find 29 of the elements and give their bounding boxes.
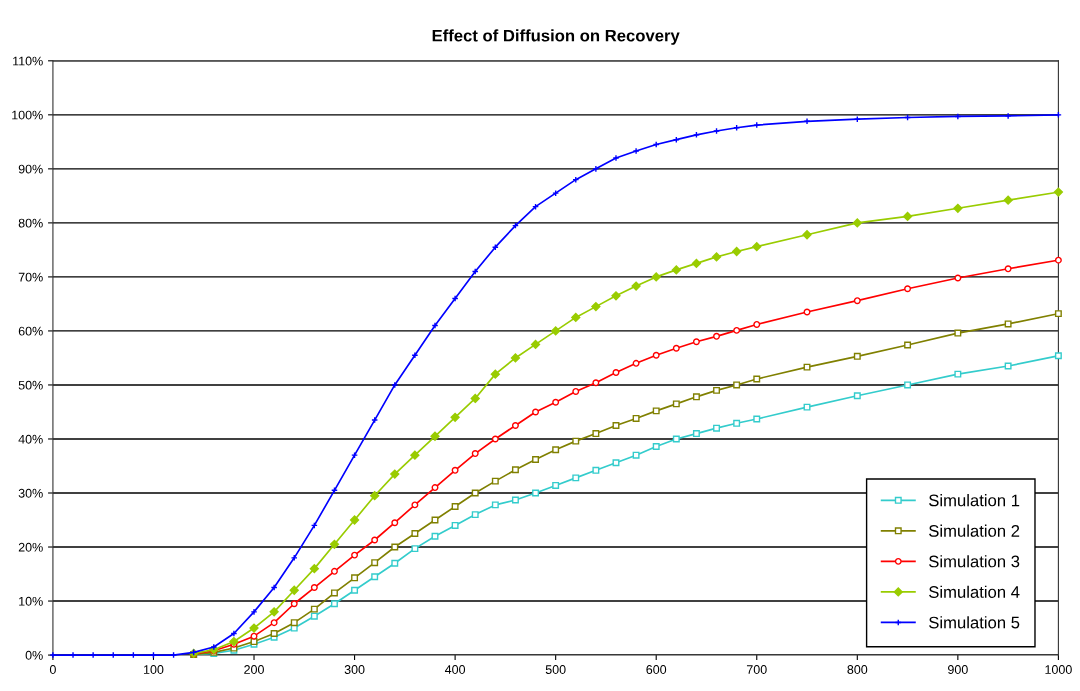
y-tick-label: 10% <box>19 596 43 606</box>
y-tick-label: 40% <box>18 434 43 444</box>
legend-label: Simulation 5 <box>929 616 1020 629</box>
y-tick-label: 0% <box>25 650 43 660</box>
x-tick-label: 100 <box>143 665 164 674</box>
legend-label: Simulation 3 <box>929 555 1020 568</box>
x-tick-label: 500 <box>545 665 566 674</box>
x-tick-label: 600 <box>646 665 667 674</box>
legend-label: Simulation 1 <box>929 494 1020 507</box>
legend-label: Simulation 2 <box>929 524 1020 537</box>
chart-title: Effect of Diffusion on Recovery <box>432 29 680 45</box>
x-tick-label: 1000 <box>1045 665 1072 674</box>
x-tick-label: 200 <box>244 665 264 674</box>
y-tick-label: 80% <box>18 218 43 228</box>
x-tick-label: 800 <box>847 665 868 674</box>
x-tick-label: 900 <box>948 665 968 674</box>
y-tick-label: 60% <box>18 326 43 336</box>
y-tick-label: 70% <box>18 272 43 282</box>
x-tick-label: 0 <box>49 665 56 674</box>
x-tick-label: 400 <box>444 665 466 674</box>
y-tick-label: 50% <box>18 380 43 390</box>
y-tick-label: 20% <box>18 542 43 552</box>
y-tick-label: 110% <box>13 56 43 66</box>
legend-label: Simulation 4 <box>929 585 1020 598</box>
y-tick-label: 30% <box>18 488 43 498</box>
y-tick-label: 100% <box>12 110 43 120</box>
y-tick-label: 90% <box>18 164 43 174</box>
x-tick-label: 300 <box>344 665 365 674</box>
x-tick-label: 700 <box>746 665 767 674</box>
